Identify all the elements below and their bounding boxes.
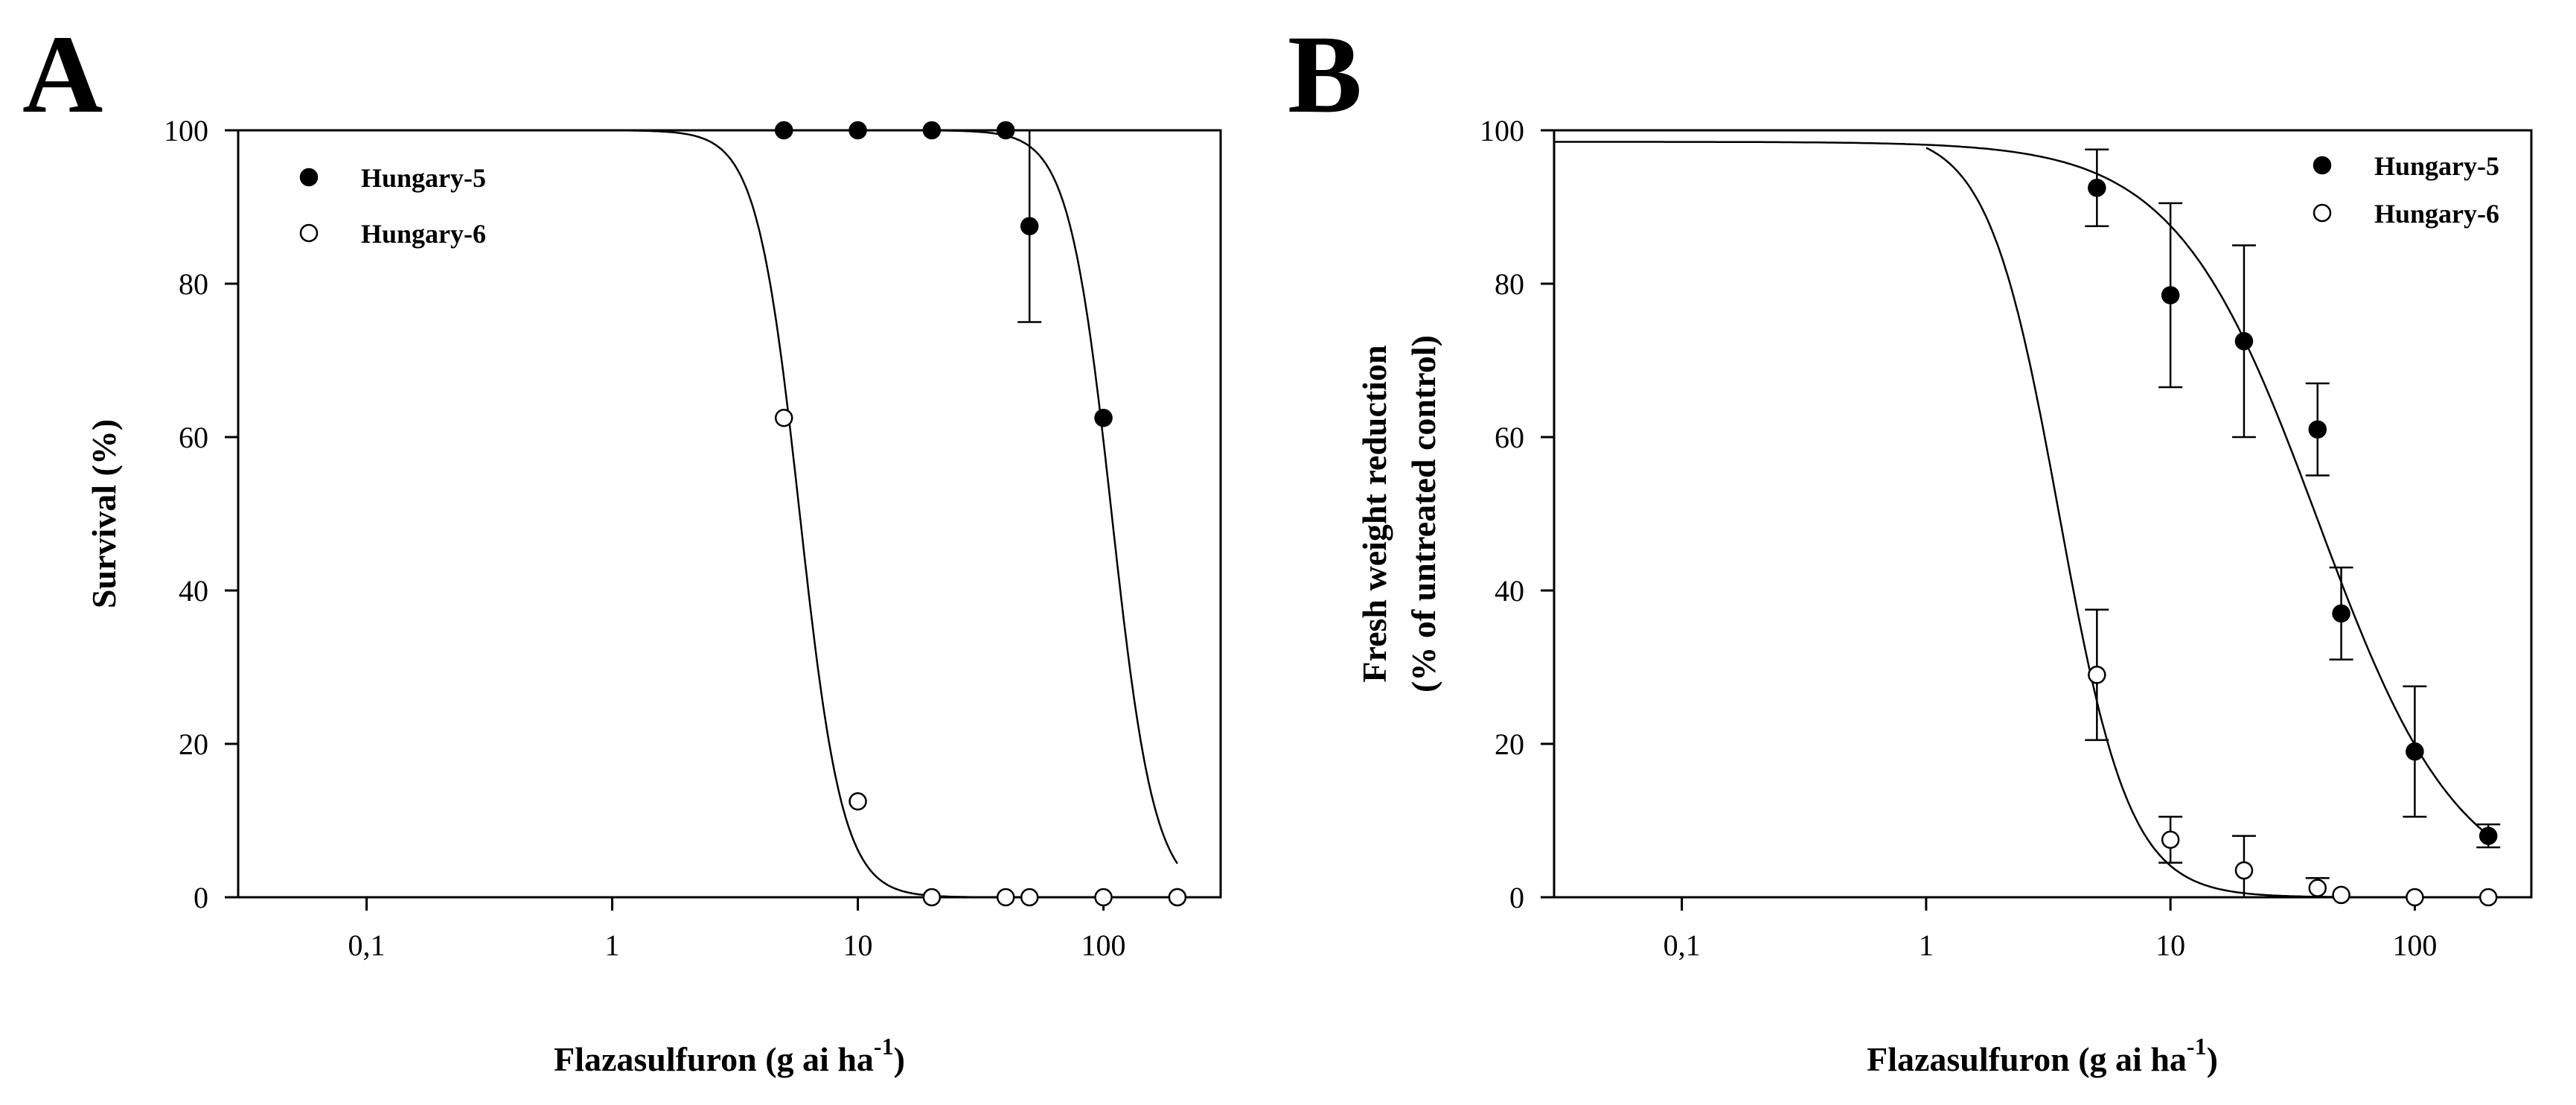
panel-b-legend-marker-1 — [2313, 156, 2332, 175]
panel-a-point-series-2 — [1020, 888, 1039, 907]
panel-a-fit-curve-series-1 — [784, 129, 1178, 864]
panel-a-point-series-2 — [1168, 888, 1187, 907]
panel-b-point-series-2 — [2308, 879, 2327, 897]
panel-a-y-tick-label: 60 — [179, 421, 208, 454]
panel-b-legend-label-2: Hungary-6 — [2374, 199, 2499, 229]
panel-a-legend-marker-2 — [299, 223, 319, 243]
panel-a-y-tick-label: 100 — [164, 114, 208, 147]
panel-a-point-series-2 — [996, 888, 1015, 907]
panel-a-point-series-2 — [1094, 888, 1113, 907]
panel-a-point-series-1 — [1094, 409, 1113, 427]
panel-a-point-series-1 — [774, 121, 793, 140]
panel-a-y-axis-title: Survival (%) — [85, 419, 123, 608]
panel-b-point-series-2 — [2478, 888, 2498, 907]
panel-a-point-series-1 — [922, 121, 942, 140]
panel-a-y-tick-label: 40 — [179, 574, 208, 608]
panel-b-fit-curve-series-1 — [1554, 141, 2489, 836]
panel-a-x-tick-label: 1 — [605, 929, 620, 962]
panel-b-x-tick-label: 100 — [2392, 929, 2437, 962]
panel-b-x-tick-label: 0,1 — [1663, 929, 1701, 962]
panel-b-point-series-1 — [2308, 420, 2327, 439]
panel-a-fit-curve-series-2 — [612, 129, 1177, 899]
panel-a-x-tick-label: 100 — [1081, 929, 1126, 962]
panel-a-point-series-2 — [922, 888, 942, 907]
panel-b-point-series-2 — [2332, 885, 2350, 905]
panel-a-x-tick-label: 10 — [843, 929, 873, 962]
panel-a-y-tick-label: 20 — [179, 727, 208, 761]
panel-b-x-tick-label: 10 — [2155, 929, 2185, 962]
panel-a-point-series-1 — [848, 121, 867, 140]
panel-a-plot-layer: 0,1 1 10 100 0 20 40 60 80 100 Hungary-5 Hungary-6 — [164, 114, 1187, 962]
panel-b: B 0,1 1 10 100 0 20 40 60 80 100 Hungary-5 Hungary-… — [1288, 13, 2533, 1078]
panel-a-point-series-2 — [848, 792, 867, 811]
panel-a-plot-frame — [237, 129, 1222, 899]
panel-b-point-series-2 — [2088, 666, 2106, 684]
panel-b-y-tick-label: 20 — [1495, 727, 1524, 761]
panel-a-y-tick-label: 0 — [194, 881, 208, 914]
panel-b-letter: B — [1288, 13, 1362, 136]
panel-b-point-series-1 — [2478, 827, 2498, 845]
panel-b-point-series-1 — [2088, 179, 2106, 197]
panel-a: A 0,1 1 10 100 0 20 40 60 80 100 Hungary-5 Hungary-… — [22, 13, 1222, 1078]
panel-a-x-axis-title: Flazasulfuron (g ai ha-1) — [554, 1033, 905, 1078]
panel-a-x-tick-label: 0,1 — [348, 929, 386, 962]
panel-b-y-tick-label: 0 — [1509, 881, 1524, 914]
panel-b-point-series-2 — [2406, 888, 2424, 907]
panel-b-plot-frame — [1553, 129, 2533, 899]
panel-a-y-tick-label: 80 — [179, 267, 208, 301]
panel-a-point-series-2 — [774, 409, 793, 427]
panel-b-y-tick-label: 80 — [1495, 267, 1524, 301]
panel-a-point-series-1 — [996, 121, 1015, 140]
panel-a-legend-marker-1 — [299, 168, 319, 187]
panel-a-letter: A — [22, 13, 103, 136]
panel-b-legend-label-1: Hungary-5 — [2374, 151, 2499, 181]
panel-b-y-axis-title-line-2: (% of untreated control) — [1404, 335, 1442, 692]
panel-b-point-series-2 — [2161, 830, 2180, 849]
panel-b-legend-marker-2 — [2313, 203, 2332, 223]
panel-a-legend-label-1: Hungary-5 — [361, 163, 486, 193]
panel-b-y-axis-title-line-1: Fresh weight reduction — [1355, 345, 1393, 682]
panel-b-y-tick-label: 100 — [1480, 114, 1524, 147]
panel-b-x-axis-title: Flazasulfuron (g ai ha-1) — [1867, 1033, 2218, 1078]
panel-b-point-series-1 — [2234, 332, 2254, 351]
panel-b-point-series-1 — [2161, 286, 2180, 305]
panel-b-point-series-1 — [2406, 742, 2424, 761]
panel-b-point-series-2 — [2234, 861, 2254, 880]
panel-b-y-tick-label: 60 — [1495, 421, 1524, 454]
panel-b-fit-curve-series-2 — [1925, 147, 2489, 899]
panel-b-point-series-1 — [2332, 604, 2350, 623]
panel-a-point-series-1 — [1020, 217, 1039, 235]
panel-b-y-tick-label: 40 — [1495, 574, 1524, 608]
panel-b-x-tick-label: 1 — [1919, 929, 1934, 962]
panel-a-legend-label-2: Hungary-6 — [361, 219, 486, 249]
panel-b-plot-layer: 0,1 1 10 100 0 20 40 60 80 100 Hungary-5 Hungary-6 — [1480, 114, 2501, 962]
